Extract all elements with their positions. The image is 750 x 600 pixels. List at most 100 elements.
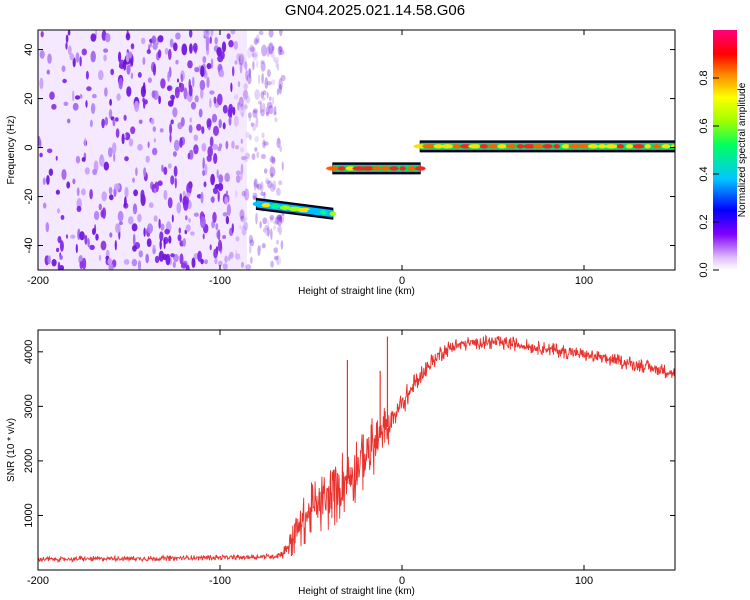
colorbar-tick-label: 0.6 [698, 118, 710, 133]
noise-blob [200, 65, 205, 78]
noise-blob [43, 202, 47, 209]
noise-blob [261, 96, 266, 101]
noise-blob [260, 61, 266, 72]
colorbar-label: Normalized spectral amplitude [737, 82, 748, 217]
noise-blob [92, 228, 96, 235]
noise-blob [243, 83, 249, 90]
noise-blob [224, 255, 228, 263]
noise-blob [216, 230, 221, 239]
colorbar-tick-label: 0.0 [698, 262, 710, 277]
noise-blob [163, 238, 166, 250]
noise-blob [263, 227, 266, 233]
noise-blob [261, 243, 266, 249]
noise-blob [172, 261, 176, 268]
noise-blob [269, 156, 276, 163]
noise-blob [262, 139, 266, 149]
noise-blob [235, 145, 239, 150]
noise-blob [182, 190, 186, 197]
noise-blob [238, 96, 244, 108]
noise-blob [137, 260, 142, 270]
noise-blob [140, 85, 146, 98]
noise-blob [275, 59, 278, 69]
noise-blob [72, 178, 76, 185]
signal-core [487, 144, 499, 149]
noise-blob [276, 214, 282, 220]
noise-blob [105, 33, 111, 43]
noise-blob [225, 140, 229, 150]
noise-blob [165, 253, 171, 266]
noise-blob [218, 260, 223, 267]
noise-blob [233, 115, 239, 127]
noise-blob [222, 104, 228, 114]
noise-blob [214, 257, 218, 265]
noise-blob [231, 140, 235, 149]
noise-blob [268, 42, 274, 55]
noise-blob [277, 226, 280, 233]
noise-blob [174, 87, 180, 99]
noise-blob [90, 103, 96, 114]
noise-blob [279, 145, 283, 153]
noise-blob [152, 244, 156, 249]
noise-blob [59, 240, 64, 252]
noise-blob [264, 77, 269, 89]
noise-blob [266, 92, 269, 99]
signal-core [553, 144, 560, 149]
noise-blob [256, 151, 260, 159]
signal-core [632, 144, 645, 149]
noise-blob [247, 73, 252, 85]
noise-blob [140, 189, 145, 202]
noise-blob [240, 218, 246, 223]
signal-core [337, 166, 346, 171]
noise-blob [93, 210, 100, 221]
y-tick-label: 40 [23, 43, 35, 55]
noise-blob [164, 228, 170, 235]
noise-blob [46, 69, 50, 75]
noise-blob [273, 111, 277, 116]
noise-blob [255, 34, 260, 42]
noise-blob [180, 117, 185, 127]
signal-core [468, 144, 482, 149]
noise-blob [85, 100, 88, 108]
noise-blob [234, 60, 238, 65]
signal-core [399, 166, 406, 171]
noise-blob [221, 41, 227, 53]
noise-blob [245, 152, 251, 160]
noise-blob [276, 187, 281, 196]
noise-blob [260, 59, 265, 64]
signal-core [652, 144, 661, 149]
noise-blob [222, 122, 226, 130]
noise-blob [186, 95, 190, 100]
noise-blob [247, 112, 252, 119]
noise-blob [145, 253, 149, 264]
noise-blob [217, 182, 224, 192]
noise-blob [216, 47, 222, 57]
noise-blob [163, 189, 168, 201]
y-tick-label: -40 [23, 238, 35, 254]
noise-blob [206, 76, 210, 88]
noise-blob [111, 142, 117, 154]
noise-blob [152, 246, 156, 255]
noise-blob [265, 227, 271, 236]
noise-blob [65, 234, 69, 239]
noise-blob [266, 101, 273, 109]
noise-blob [151, 35, 157, 45]
noise-blob [205, 30, 209, 34]
noise-blob [209, 136, 214, 147]
noise-blob [201, 143, 207, 152]
signal-core [389, 166, 399, 171]
noise-blob [214, 37, 218, 45]
noise-blob [198, 108, 203, 118]
y-tick-label: -20 [23, 189, 35, 205]
signal-core [644, 144, 651, 149]
noise-blob [268, 105, 274, 115]
noise-blob [57, 208, 60, 214]
noise-blob [279, 212, 285, 224]
noise-blob [99, 154, 105, 167]
noise-blob [207, 146, 213, 158]
signal-core [280, 205, 291, 210]
noise-blob [137, 143, 143, 151]
noise-blob [212, 211, 217, 223]
noise-blob [103, 161, 110, 171]
noise-blob [278, 84, 282, 95]
noise-blob [270, 260, 274, 268]
